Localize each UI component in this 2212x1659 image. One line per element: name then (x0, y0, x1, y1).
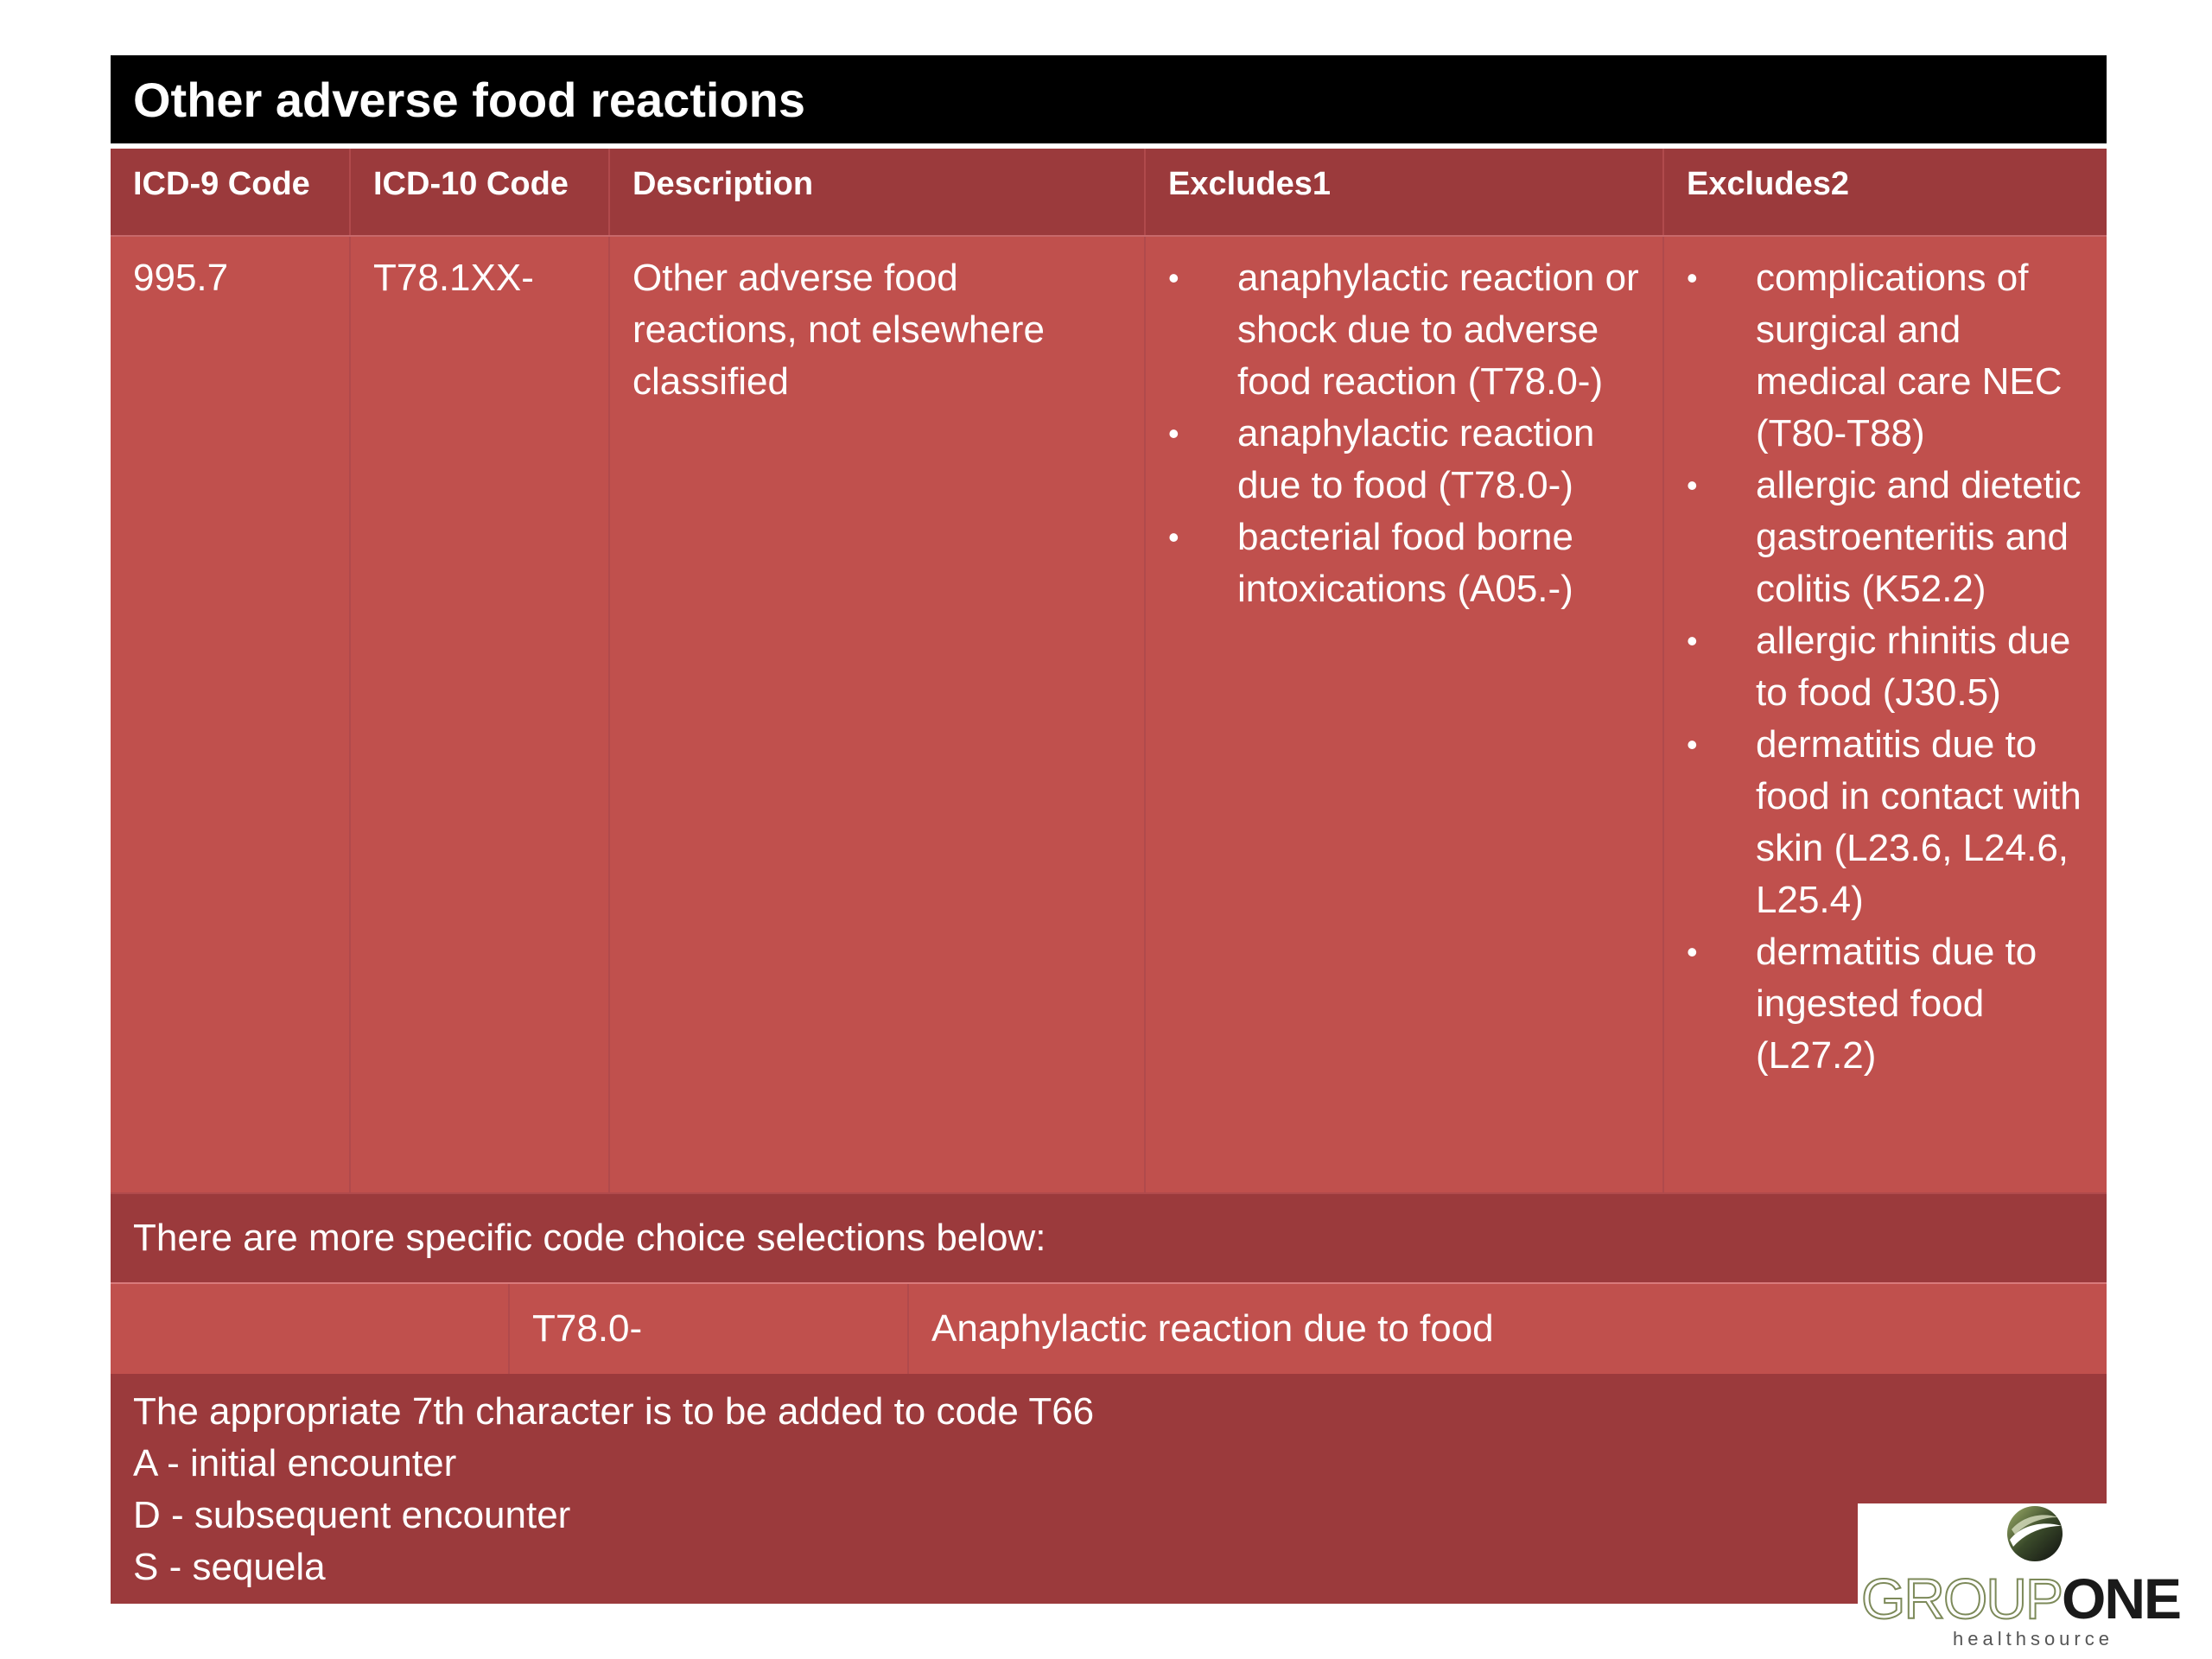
note-line: D - subsequent encounter (133, 1494, 571, 1536)
note-line: S - sequela (133, 1546, 326, 1588)
table-header-row: ICD-9 Code ICD-10 Code Description Exclu… (111, 149, 2107, 237)
divider (111, 143, 2107, 149)
list-item: dermatitis due to food in contact with s… (1687, 719, 2084, 926)
logo-word-group: GROUP (1860, 1566, 2064, 1631)
excludes1-list: anaphylactic reaction or shock due to ad… (1168, 252, 1640, 615)
list-item: allergic and dietetic gastroenteritis an… (1687, 460, 2084, 615)
excludes1-cell: anaphylactic reaction or shock due to ad… (1146, 237, 1664, 1192)
logo-wordmark: GROUPONE (1860, 1566, 2182, 1631)
title-bar: Other adverse food reactions (111, 55, 2107, 143)
header-description: Description (610, 149, 1146, 235)
globe-swoosh-icon (2007, 1506, 2063, 1561)
table-row: 995.7 T78.1XX- Other adverse food reacti… (111, 237, 2107, 1192)
header-excludes2: Excludes2 (1687, 166, 1849, 202)
page-title: Other adverse food reactions (133, 72, 806, 127)
list-item: complications of surgical and medical ca… (1687, 252, 2084, 460)
icd9-code: 995.7 (111, 237, 351, 1192)
list-item: dermatitis due to ingested food (L27.2) (1687, 926, 2084, 1082)
list-item: bacterial food borne intoxications (A05.… (1168, 512, 1640, 615)
list-item: anaphylactic reaction due to food (T78.0… (1168, 408, 1640, 512)
note-line: A - initial encounter (133, 1442, 457, 1484)
sub-code-empty (111, 1284, 510, 1374)
logo-word-one: ONE (2062, 1567, 2182, 1630)
groupone-logo: GROUPONE healthsource (1858, 1503, 2203, 1650)
slide: Other adverse food reactions ICD-9 Code … (111, 55, 2107, 1604)
excludes2-cell: complications of surgical and medical ca… (1664, 237, 2107, 1192)
icd10-code: T78.1XX- (351, 237, 610, 1192)
list-item: anaphylactic reaction or shock due to ad… (1168, 252, 1640, 408)
logo-tagline: healthsource (1953, 1628, 2113, 1649)
note-line: The appropriate 7th character is to be a… (133, 1390, 1095, 1433)
more-specific-banner: There are more specific code choice sele… (111, 1192, 2107, 1282)
header-icd10: ICD-10 Code (351, 149, 610, 235)
code-description: Other adverse food reactions, not elsewh… (610, 237, 1146, 1192)
sub-code-description: Anaphylactic reaction due to food (931, 1307, 1494, 1350)
sub-code: T78.0- (510, 1284, 909, 1374)
sub-code-row: T78.0- Anaphylactic reaction due to food (111, 1282, 2107, 1374)
header-excludes1: Excludes1 (1146, 149, 1664, 235)
seventh-character-note: The appropriate 7th character is to be a… (111, 1374, 2107, 1604)
excludes2-list: complications of surgical and medical ca… (1687, 252, 2084, 1082)
header-icd9: ICD-9 Code (111, 149, 351, 235)
list-item: allergic rhinitis due to food (J30.5) (1687, 615, 2084, 719)
